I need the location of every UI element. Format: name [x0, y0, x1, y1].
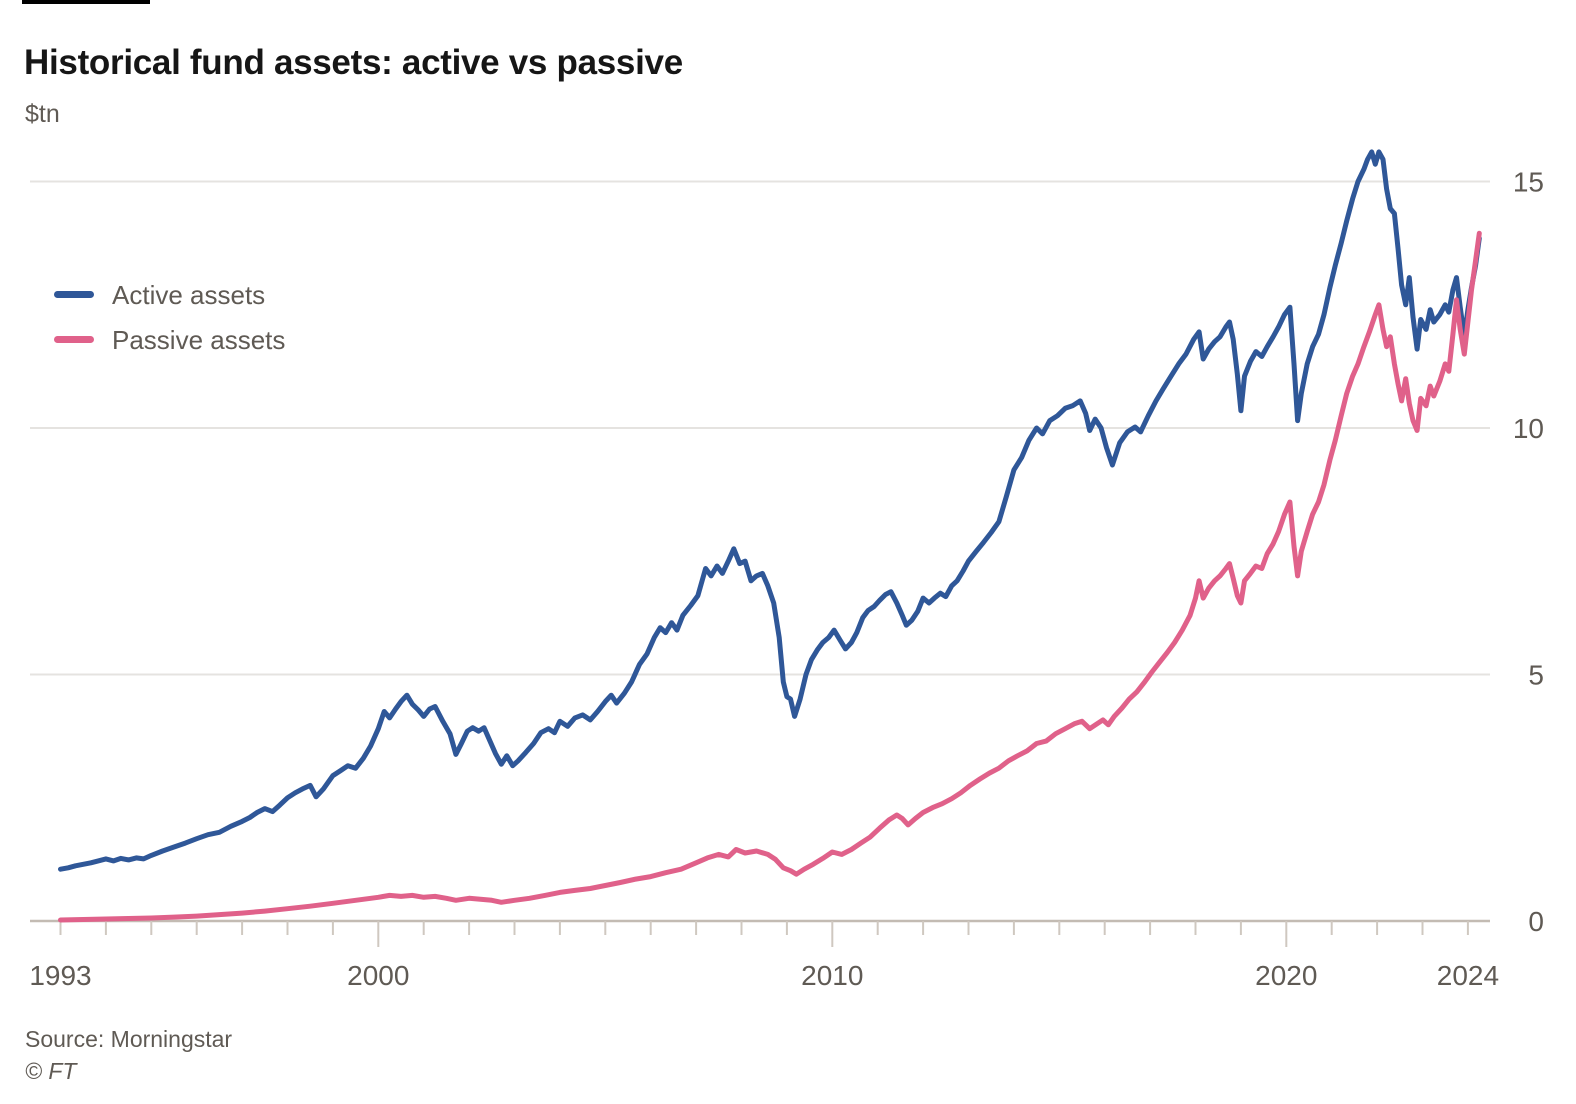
- y-tick-label: 10: [1513, 413, 1544, 444]
- y-tick-label: 0: [1528, 906, 1544, 937]
- passive-assets-swatch: [54, 336, 94, 343]
- x-tick-label: 2010: [801, 960, 863, 991]
- y-tick-label: 15: [1513, 167, 1544, 198]
- ft-top-rule: [22, 0, 150, 4]
- x-tick-label: 2000: [347, 960, 409, 991]
- y-tick-label: 5: [1528, 660, 1544, 691]
- source-note: Source: Morningstar: [25, 1026, 233, 1052]
- x-tick-label: 2024: [1437, 960, 1499, 991]
- legend-label-active: Active assets: [112, 279, 266, 310]
- page-title: Historical fund assets: active vs passiv…: [24, 43, 683, 83]
- y-axis-unit-label: $tn: [25, 100, 60, 128]
- legend-item-passive: Passive assets: [54, 317, 285, 362]
- legend: Active assets Passive assets: [54, 272, 285, 362]
- x-tick-label: 2020: [1255, 960, 1317, 991]
- passive-assets-line: [58, 230, 1482, 923]
- legend-item-active: Active assets: [54, 272, 285, 317]
- active-assets-line: [58, 149, 1482, 872]
- copyright-note: © FT: [25, 1058, 77, 1084]
- x-tick-label: 1993: [29, 960, 91, 991]
- active-assets-swatch: [54, 291, 94, 298]
- legend-label-passive: Passive assets: [112, 324, 286, 355]
